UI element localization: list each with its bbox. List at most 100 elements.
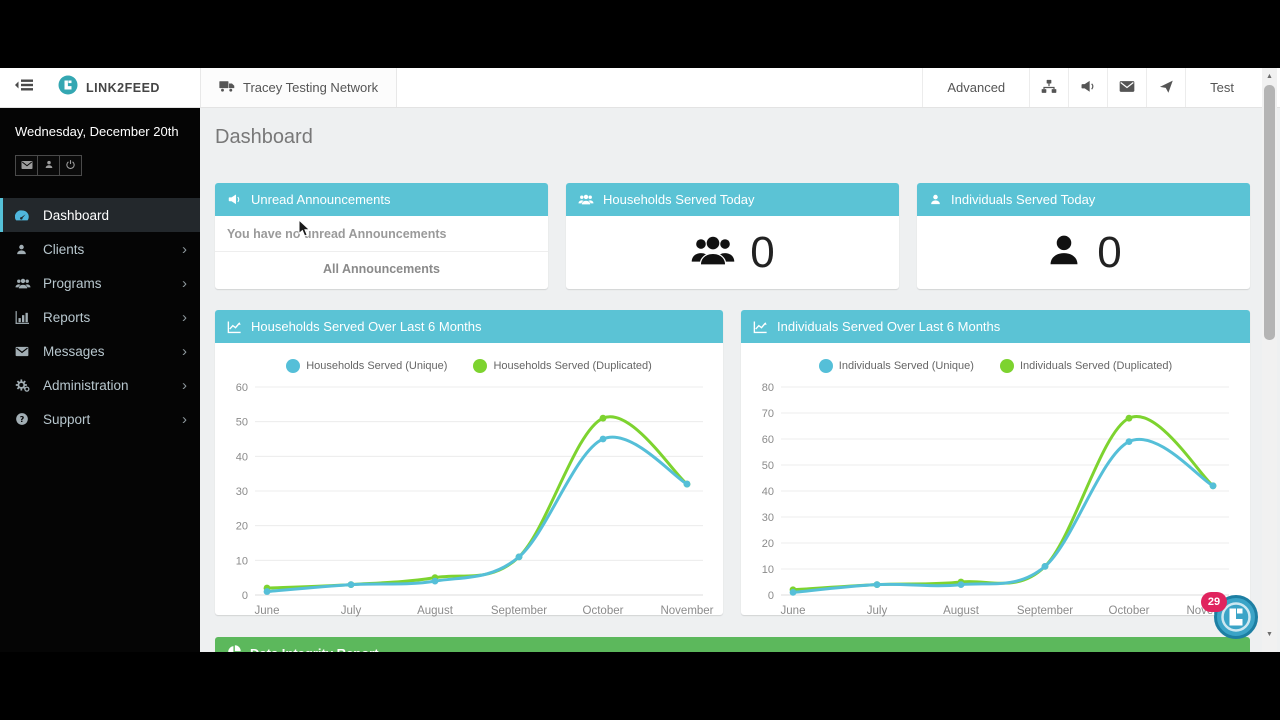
households-served-today-card: Households Served Today 0 [566, 183, 899, 289]
sidebar-item-label: Programs [43, 275, 102, 291]
collapse-menu-icon [14, 77, 35, 98]
chevron-right-icon: › [182, 342, 187, 360]
send-button[interactable] [1146, 68, 1185, 107]
network-selector[interactable]: Tracey Testing Network [200, 68, 398, 107]
svg-text:November: November [660, 605, 713, 617]
sitemap-icon [1041, 79, 1057, 97]
svg-text:0: 0 [768, 590, 774, 602]
envelope-icon [1119, 80, 1135, 96]
svg-text:October: October [583, 605, 624, 617]
svg-text:30: 30 [236, 486, 248, 498]
tachometer-icon [15, 209, 35, 222]
current-date: Wednesday, December 20th [15, 124, 179, 139]
brand-logo[interactable]: LINK2FEED [48, 68, 200, 107]
all-announcements-link[interactable]: All Announcements [323, 262, 440, 276]
sidebar-item-reports[interactable]: Reports › [0, 300, 200, 334]
sidebar-item-clients[interactable]: Clients › [0, 232, 200, 266]
legend-item[interactable]: Households Served (Duplicated) [473, 359, 652, 373]
sidebar-quick-actions [15, 155, 200, 176]
sitemap-button[interactable] [1029, 68, 1068, 107]
user-icon [929, 193, 942, 206]
paper-plane-icon [1159, 79, 1174, 97]
top-navbar: LINK2FEED Tracey Testing Network Advance… [0, 68, 1280, 108]
individuals-chart-card: Individuals Served Over Last 6 Months In… [741, 310, 1250, 617]
users-icon [690, 232, 736, 274]
svg-text:60: 60 [762, 434, 774, 446]
households-chart-card: Households Served Over Last 6 Months Hou… [215, 310, 723, 617]
messages-quick-button[interactable] [15, 155, 38, 176]
user-icon [1045, 231, 1083, 274]
letterbox-bottom [0, 652, 1280, 720]
line-chart-icon [753, 320, 768, 334]
page-title: Dashboard [215, 126, 313, 148]
legend-dot [286, 359, 301, 373]
scroll-down-arrow[interactable]: ▼ [1266, 631, 1273, 638]
individuals-chart-header: Individuals Served Over Last 6 Months [741, 310, 1250, 343]
sidebar-item-label: Administration [43, 377, 129, 393]
legend-label: Individuals Served (Unique) [838, 360, 974, 372]
link2feed-logo-icon [58, 75, 78, 100]
letterbox-top [0, 0, 1280, 68]
svg-text:70: 70 [762, 408, 774, 420]
svg-text:50: 50 [762, 460, 774, 472]
svg-text:50: 50 [236, 417, 248, 429]
svg-text:10: 10 [762, 564, 774, 576]
messages-button[interactable] [1107, 68, 1146, 107]
sidebar-item-messages[interactable]: Messages › [0, 334, 200, 368]
scrollbar-thumb[interactable] [1264, 85, 1275, 340]
truck-icon [219, 79, 235, 96]
unread-announcements-card: Unread Announcements You have no unread … [215, 183, 548, 289]
pie-chart-icon [227, 644, 241, 652]
user-menu[interactable]: Test [1185, 68, 1258, 107]
sidebar-item-dashboard[interactable]: Dashboard [0, 198, 200, 232]
announcements-button[interactable] [1068, 68, 1107, 107]
households-chart-header: Households Served Over Last 6 Months [215, 310, 723, 343]
svg-text:0: 0 [242, 590, 248, 602]
sidebar-navigation: Dashboard Clients › Programs › [0, 198, 200, 436]
scroll-up-arrow[interactable]: ▲ [1266, 73, 1273, 80]
svg-text:40: 40 [762, 486, 774, 498]
svg-text:20: 20 [762, 538, 774, 550]
bar-chart-icon [15, 310, 35, 324]
sidebar-item-support[interactable]: ? Support › [0, 402, 200, 436]
legend-item[interactable]: Individuals Served (Unique) [818, 359, 974, 373]
users-icon [578, 193, 594, 206]
chevron-right-icon: › [182, 308, 187, 326]
legend-label: Individuals Served (Duplicated) [1019, 360, 1173, 372]
individuals-served-count: 0 [1097, 227, 1122, 277]
notification-badge: 29 [1201, 592, 1227, 612]
user-icon [44, 157, 54, 175]
legend-label: Households Served (Unique) [306, 360, 448, 372]
bullhorn-icon [1080, 79, 1096, 97]
card-title: Individuals Served Today [951, 192, 1096, 207]
svg-text:60: 60 [236, 382, 248, 394]
envelope-icon [15, 346, 35, 357]
advanced-menu[interactable]: Advanced [922, 68, 1029, 107]
card-title: Individuals Served Over Last 6 Months [777, 319, 1001, 334]
logout-quick-button[interactable] [59, 155, 82, 176]
page-scrollbar[interactable]: ▲ ▼ [1262, 68, 1277, 652]
card-title: Households Served Over Last 6 Months [251, 319, 482, 334]
legend-dot [818, 359, 833, 373]
profile-quick-button[interactable] [37, 155, 60, 176]
legend-label: Households Served (Duplicated) [493, 360, 652, 372]
svg-text:July: July [341, 605, 362, 617]
sidebar-item-label: Support [43, 411, 91, 427]
individuals-served-today-header: Individuals Served Today [917, 183, 1250, 216]
sidebar-item-programs[interactable]: Programs › [0, 266, 200, 300]
svg-text:October: October [1109, 605, 1150, 617]
svg-text:June: June [781, 605, 806, 617]
chevron-right-icon: › [182, 410, 187, 428]
svg-text:?: ? [20, 414, 25, 424]
divider [215, 251, 548, 252]
chevron-right-icon: › [182, 376, 187, 394]
legend-item[interactable]: Households Served (Unique) [286, 359, 447, 373]
svg-text:July: July [867, 605, 888, 617]
svg-text:August: August [417, 605, 454, 617]
brand-name: LINK2FEED [86, 80, 160, 95]
svg-text:August: August [943, 605, 980, 617]
power-icon [65, 157, 76, 175]
legend-item[interactable]: Individuals Served (Duplicated) [999, 359, 1173, 373]
sidebar-toggle-button[interactable] [0, 68, 48, 107]
sidebar-item-administration[interactable]: Administration › [0, 368, 200, 402]
